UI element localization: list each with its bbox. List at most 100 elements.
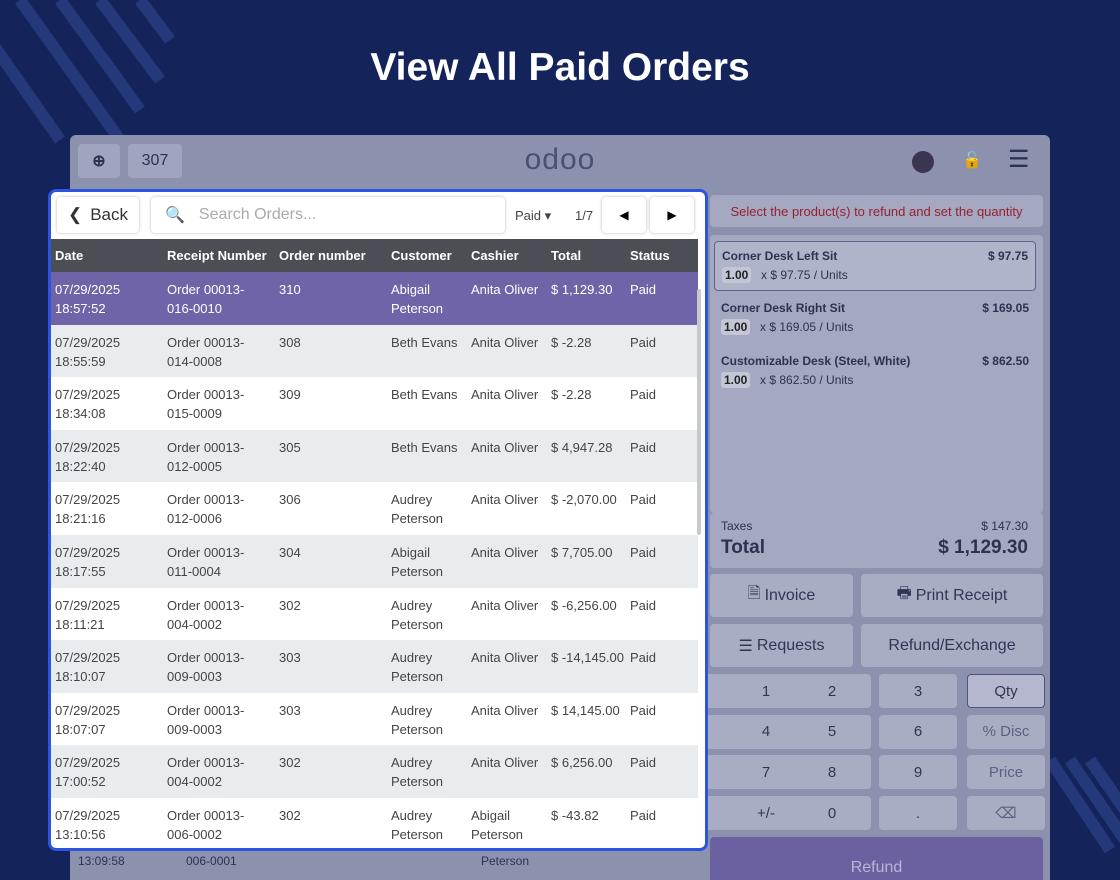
order-row[interactable]: 07/29/2025 18:11:21 Order 00013- 004-0002 30…: [51, 588, 698, 641]
order-cell: 309: [275, 377, 387, 430]
order-cell: 302: [275, 588, 387, 641]
total-value: $ 1,129.30: [938, 537, 1028, 558]
cell-text: 18:22:40: [55, 458, 106, 474]
action-button[interactable]: 🖶 Print Receipt: [861, 574, 1043, 617]
order-row[interactable]: 07/29/2025 18:22:40 Order 00013- 012-0005 30…: [51, 429, 698, 483]
orders-table: Date Receipt Number Order number Customer Ca…: [51, 239, 698, 848]
order-count[interactable]: 307: [128, 144, 182, 178]
product-price: $ 169.05: [982, 301, 1029, 315]
cell-text: Abigail: [471, 807, 511, 823]
order-cell: $ -6,256.00: [547, 588, 626, 641]
add-button[interactable]: ⊕: [78, 144, 120, 178]
cell-text: Beth Evans: [391, 387, 458, 403]
cell-text: Anita Oliver: [471, 650, 539, 666]
cell-text: 07/29/2025: [55, 702, 121, 718]
order-cell: 07/29/2025 18:55:59: [51, 324, 163, 378]
prev-page[interactable]: ◀: [602, 197, 646, 233]
keypad-key[interactable]: 3: [879, 674, 957, 708]
order-row[interactable]: 07/29/2025 18:57:52 Order 00013- 016-0010 31…: [51, 272, 698, 325]
order-cell: Paid: [626, 640, 698, 693]
page-indicator: 1/7: [575, 208, 594, 223]
orders-popup: ❮ Back 🔍 Search Orders... Paid ▾ 1/7 ◀ ▶ D…: [48, 189, 708, 851]
order-cell: Audrey Peterson: [387, 588, 467, 641]
next-page[interactable]: ▶: [650, 197, 694, 233]
order-cell: Anita Oliver: [467, 272, 547, 325]
back-button[interactable]: ❮ Back: [57, 197, 139, 233]
product-unit: x $ 169.05 / Units: [760, 320, 854, 334]
background-cell: 13:09:58: [78, 854, 125, 868]
filter-dropdown[interactable]: Paid ▾: [515, 208, 552, 223]
search-placeholder: Search Orders...: [198, 206, 317, 223]
cell-text: 18:21:16: [55, 511, 106, 527]
order-line[interactable]: Corner Desk Right Sit $ 169.05 1.00 x $ 169…: [714, 294, 1036, 344]
cell-text: Audrey: [391, 807, 433, 823]
order-cell: Paid: [626, 324, 698, 378]
lock-icon[interactable]: 🔓: [962, 152, 982, 169]
scrollbar: [697, 289, 701, 535]
refund-button[interactable]: Refund: [710, 837, 1043, 880]
order-row[interactable]: 07/29/2025 17:00:52 Order 00013- 004-0002 30…: [51, 745, 698, 798]
keypad-key[interactable]: ⌫: [967, 796, 1045, 831]
order-row[interactable]: 07/29/2025 18:55:59 Order 00013- 014-0008 30…: [51, 324, 698, 378]
cell-text: Peterson: [391, 826, 444, 842]
keypad-key[interactable]: Qty: [967, 674, 1045, 708]
keypad-key[interactable]: 2: [793, 674, 871, 708]
action-button[interactable]: Refund/Exchange: [861, 624, 1043, 667]
search-box[interactable]: 🔍 Search Orders...: [151, 197, 505, 233]
order-row[interactable]: 07/29/2025 18:21:16 Order 00013- 012-0006 30…: [51, 482, 698, 535]
order-cell: Paid: [626, 588, 698, 641]
order-line[interactable]: Corner Desk Left Sit $ 97.75 1.00 x $ 97.75…: [714, 241, 1036, 291]
avatar[interactable]: [912, 151, 934, 173]
order-cell: $ -2.28: [547, 324, 626, 378]
menu-icon[interactable]: ☰: [1008, 146, 1030, 173]
order-cell: Paid: [626, 534, 698, 588]
order-cell: Beth Evans: [387, 324, 467, 378]
cell-text: Audrey: [391, 492, 433, 508]
keypad-key[interactable]: 5: [793, 714, 871, 749]
action-button[interactable]: ☰ Requests: [710, 624, 853, 667]
cell-text: $ -43.82: [551, 807, 599, 823]
keypad-key[interactable]: +/-: [690, 796, 802, 831]
order-cell: 07/29/2025 18:17:55: [51, 534, 163, 588]
order-line[interactable]: Customizable Desk (Steel, White) $ 862.50…: [714, 347, 1036, 397]
cell-text: 310: [279, 282, 301, 297]
cell-text: Paid: [630, 282, 657, 297]
cell-text: 07/29/2025: [55, 807, 121, 823]
order-row[interactable]: 07/29/2025 18:34:08 Order 00013- 015-0009 30…: [51, 377, 698, 430]
order-row[interactable]: 07/29/2025 18:10:07 Order 00013- 009-0003 30…: [51, 640, 698, 693]
cell-text: Anita Oliver: [471, 755, 539, 771]
order-cell: Audrey Peterson: [387, 693, 467, 746]
button-label: Refund/Exchange: [888, 636, 1016, 654]
order-cell: Order 00013- 012-0005: [163, 429, 275, 483]
order-cell: $ 1,129.30: [547, 272, 626, 325]
cell-text: 011-0004: [167, 563, 221, 579]
order-cell: 302: [275, 745, 387, 798]
order-cell: Audrey Peterson: [387, 482, 467, 535]
column-header: Order number: [275, 239, 387, 272]
keypad-key[interactable]: % Disc: [967, 714, 1045, 749]
keypad-key[interactable]: 8: [793, 755, 871, 790]
action-button[interactable]: 🗎 Invoice: [710, 574, 853, 617]
order-cell: 07/29/2025 18:10:07: [51, 640, 163, 693]
cell-text: Order 00013-: [167, 282, 245, 297]
keypad-key[interactable]: 1: [690, 674, 802, 708]
order-cell: Order 00013- 004-0002: [163, 745, 275, 798]
page-title: View All Paid Orders: [370, 46, 750, 89]
product-qty: 1.00: [721, 319, 751, 335]
keypad-key[interactable]: .: [879, 796, 957, 831]
back-label: Back: [90, 205, 129, 224]
order-cell: 303: [275, 640, 387, 693]
keypad-key[interactable]: 9: [879, 755, 957, 790]
order-row[interactable]: 07/29/2025 18:07:07 Order 00013- 009-0003 30…: [51, 693, 698, 746]
keypad-key[interactable]: Price: [967, 755, 1045, 790]
order-row[interactable]: 07/29/2025 18:17:55 Order 00013- 011-0004 30…: [51, 534, 698, 588]
order-cell: 305: [275, 429, 387, 483]
order-row[interactable]: 07/29/2025 13:10:56 Order 00013- 006-0002 30…: [51, 798, 698, 848]
keypad-key[interactable]: 4: [690, 714, 802, 749]
keypad-key[interactable]: 0: [793, 796, 871, 831]
cell-text: Audrey: [391, 597, 433, 613]
order-cell: Anita Oliver: [467, 745, 547, 798]
keypad-key[interactable]: 6: [879, 714, 957, 749]
order-cell: Paid: [626, 272, 698, 325]
keypad-key[interactable]: 7: [690, 755, 802, 790]
